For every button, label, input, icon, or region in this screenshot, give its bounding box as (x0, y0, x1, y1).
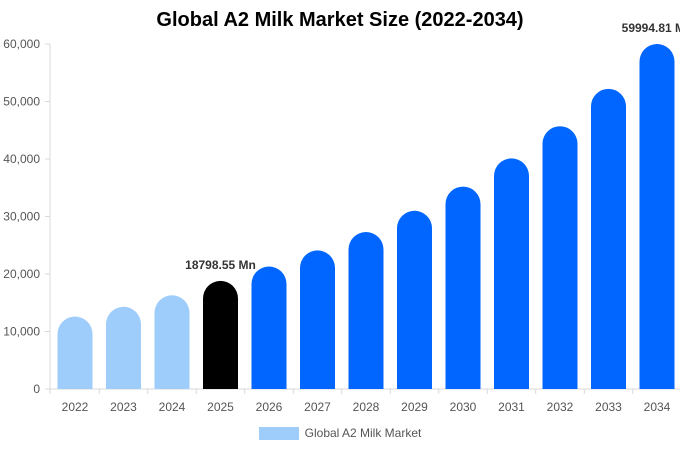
bar-2032[interactable] (542, 126, 578, 389)
y-tick-label: 30,000 (3, 210, 40, 224)
bar-2028[interactable] (348, 232, 384, 389)
bar-2024[interactable] (154, 295, 190, 389)
bar-2031[interactable] (494, 158, 529, 389)
x-tick-label-2022: 2022 (62, 400, 89, 414)
legend[interactable]: Global A2 Milk Market (0, 426, 680, 440)
x-tick-label-2029: 2029 (401, 400, 428, 414)
bar-2029[interactable] (397, 210, 432, 389)
x-tick-label-2025: 2025 (207, 400, 234, 414)
x-tick-label-2031: 2031 (498, 400, 525, 414)
legend-label: Global A2 Milk Market (304, 426, 422, 440)
x-tick-label-2024: 2024 (159, 400, 186, 414)
y-tick-label: 40,000 (3, 152, 40, 166)
bar-2022[interactable] (57, 316, 93, 389)
x-tick-label-2027: 2027 (304, 400, 331, 414)
bar-2025[interactable] (203, 280, 238, 389)
x-tick-label-2033: 2033 (595, 400, 622, 414)
y-tick-label: 50,000 (3, 95, 40, 109)
x-tick-label-2034: 2034 (644, 400, 671, 414)
x-tick-label-2028: 2028 (353, 400, 380, 414)
y-tick-label: 60,000 (3, 37, 40, 51)
x-tick-label-2023: 2023 (110, 400, 137, 414)
data-label-2025: 18798.55 Mn (185, 258, 256, 272)
bar-2034[interactable] (639, 44, 675, 389)
x-tick-label-2026: 2026 (256, 400, 283, 414)
bar-2027[interactable] (300, 250, 335, 389)
data-label-2034: 59994.81 Mn (622, 21, 680, 35)
bar-2026[interactable] (251, 266, 287, 389)
bar-2033[interactable] (591, 88, 626, 389)
y-tick-label: 20,000 (3, 267, 40, 281)
x-tick-label-2032: 2032 (547, 400, 574, 414)
legend-swatch (258, 426, 299, 440)
x-tick-label-2030: 2030 (450, 400, 477, 414)
bar-2030[interactable] (445, 186, 481, 389)
y-tick-label: 0 (33, 382, 40, 396)
bar-2023[interactable] (106, 306, 141, 389)
chart-title: Global A2 Milk Market Size (2022-2034) (156, 9, 524, 31)
y-tick-label: 10,000 (3, 325, 40, 339)
